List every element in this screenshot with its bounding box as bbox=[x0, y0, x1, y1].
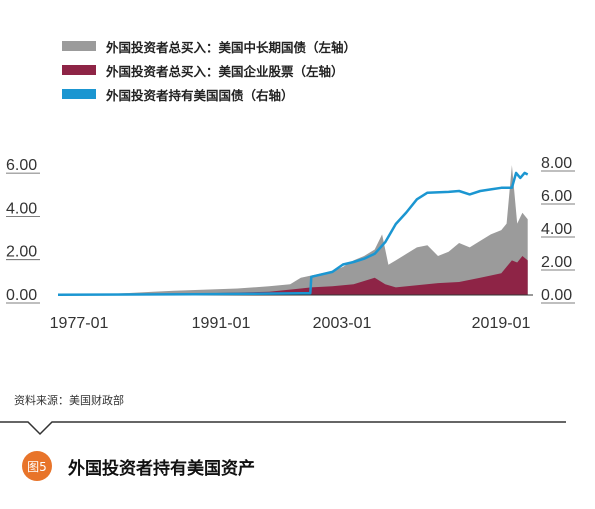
legend-swatch-maroon bbox=[62, 65, 96, 75]
legend-item-treasury-bonds: 外国投资者总买入：美国中长期国债（左轴） bbox=[62, 34, 356, 58]
right-axis-tick-label: 0.00 bbox=[541, 287, 572, 304]
left-axis-tick-label: 0.00 bbox=[6, 287, 37, 304]
legend-swatch-gray bbox=[62, 41, 96, 51]
figure-title: 外国投资者持有美国资产 bbox=[68, 459, 255, 479]
x-axis-tick-label: 2003-01 bbox=[313, 315, 372, 332]
chart-plot: 0.00 2.00 4.00 6.00 0.00 2.00 4.00 6.00 8.00 1977… bbox=[6, 155, 575, 332]
area-series-treasury-bonds bbox=[58, 165, 528, 295]
x-axis-tick-label: 1991-01 bbox=[192, 315, 251, 332]
source-note: 资料来源：美国财政部 bbox=[14, 394, 124, 407]
legend-item-treasury-holdings: 外国投资者持有美国国债（右轴） bbox=[62, 82, 356, 106]
legend-label: 外国投资者总买入：美国中长期国债（左轴） bbox=[106, 39, 357, 55]
legend: 外国投资者总买入：美国中长期国债（左轴） 外国投资者总买入：美国企业股票（左轴）… bbox=[62, 34, 356, 106]
right-axis-tick-label: 2.00 bbox=[541, 254, 572, 271]
left-axis-tick-label: 6.00 bbox=[6, 157, 37, 174]
legend-label: 外国投资者总买入：美国企业股票（左轴） bbox=[106, 63, 344, 79]
left-axis-tick-label: 4.00 bbox=[6, 200, 37, 217]
x-axis-tick-label: 1977-01 bbox=[50, 315, 109, 332]
legend-swatch-blue bbox=[62, 89, 96, 99]
caption-divider bbox=[0, 421, 566, 436]
legend-item-corporate-stocks: 外国投资者总买入：美国企业股票（左轴） bbox=[62, 58, 356, 82]
right-axis-tick-label: 6.00 bbox=[541, 188, 572, 205]
line-series-treasury-holdings bbox=[57, 171, 529, 296]
right-axis-tick-label: 8.00 bbox=[541, 155, 572, 172]
x-axis-tick-label: 2019-01 bbox=[472, 315, 531, 332]
figure-badge: 图5 bbox=[22, 451, 52, 481]
legend-label: 外国投资者持有美国国债（右轴） bbox=[106, 87, 294, 103]
left-axis-tick-label: 2.00 bbox=[6, 244, 37, 261]
right-axis-tick-label: 4.00 bbox=[541, 221, 572, 238]
area-series-corporate-stocks bbox=[58, 256, 528, 295]
